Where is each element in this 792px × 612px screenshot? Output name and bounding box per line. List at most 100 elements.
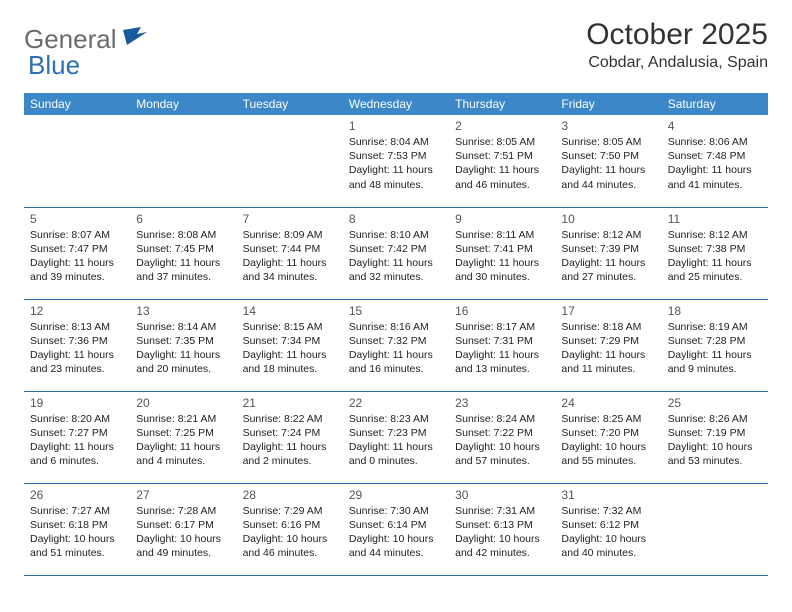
calendar-cell: 19 Sunrise: 8:20 AMSunset: 7:27 PMDayligh… [24,391,130,483]
calendar-cell: 2 Sunrise: 8:05 AMSunset: 7:51 PMDaylight… [449,115,555,207]
day-info: Sunrise: 7:30 AMSunset: 6:14 PMDaylight:… [349,504,443,561]
calendar-cell: 11Sunrise: 8:12 AMSunset: 7:38 PMDayligh… [662,207,768,299]
calendar-cell: 8Sunrise: 8:10 AMSunset: 7:42 PMDaylight… [343,207,449,299]
day-number: 25 [668,396,762,410]
day-number: 5 [30,212,124,226]
day-info: Sunrise: 8:19 AMSunset: 7:28 PMDaylight:… [668,320,762,377]
brand-name-b: Blue [28,50,80,80]
day-info: Sunrise: 8:14 AMSunset: 7:35 PMDaylight:… [136,320,230,377]
calendar-cell [24,115,130,207]
calendar-cell: 9Sunrise: 8:11 AMSunset: 7:41 PMDaylight… [449,207,555,299]
calendar-cell: 20 Sunrise: 8:21 AMSunset: 7:25 PMDayligh… [130,391,236,483]
day-info: Sunrise: 8:22 AMSunset: 7:24 PMDaylight:… [243,412,337,469]
day-number: 7 [243,212,337,226]
day-number: 2 [455,119,549,133]
day-header: Friday [555,93,661,115]
day-info: Sunrise: 7:31 AMSunset: 6:13 PMDaylight:… [455,504,549,561]
calendar-cell: 5Sunrise: 8:07 AMSunset: 7:47 PMDaylight… [24,207,130,299]
calendar-cell: 29 Sunrise: 7:30 AMSunset: 6:14 PMDayligh… [343,483,449,575]
day-info: Sunrise: 8:21 AMSunset: 7:25 PMDaylight:… [136,412,230,469]
day-header: Sunday [24,93,130,115]
day-number: 17 [561,304,655,318]
day-info: Sunrise: 7:29 AMSunset: 6:16 PMDaylight:… [243,504,337,561]
day-number: 4 [668,119,762,133]
calendar-week: 5Sunrise: 8:07 AMSunset: 7:47 PMDaylight… [24,207,768,299]
calendar-cell [237,115,343,207]
day-info: Sunrise: 8:26 AMSunset: 7:19 PMDaylight:… [668,412,762,469]
calendar-week: 26 Sunrise: 7:27 AMSunset: 6:18 PMDayligh… [24,483,768,575]
calendar-cell: 6 Sunrise: 8:08 AMSunset: 7:45 PMDaylight… [130,207,236,299]
calendar-cell: 15Sunrise: 8:16 AMSunset: 7:32 PMDayligh… [343,299,449,391]
day-number: 14 [243,304,337,318]
day-info: Sunrise: 8:18 AMSunset: 7:29 PMDaylight:… [561,320,655,377]
day-number: 10 [561,212,655,226]
calendar-cell: 3 Sunrise: 8:05 AMSunset: 7:50 PMDaylight… [555,115,661,207]
calendar-cell: 18 Sunrise: 8:19 AMSunset: 7:28 PMDayligh… [662,299,768,391]
calendar-cell: 13 Sunrise: 8:14 AMSunset: 7:35 PMDayligh… [130,299,236,391]
day-info: Sunrise: 8:06 AMSunset: 7:48 PMDaylight:… [668,135,762,192]
day-number: 27 [136,488,230,502]
day-number: 20 [136,396,230,410]
day-info: Sunrise: 8:05 AMSunset: 7:51 PMDaylight:… [455,135,549,192]
calendar-cell: 17 Sunrise: 8:18 AMSunset: 7:29 PMDayligh… [555,299,661,391]
day-number: 12 [30,304,124,318]
day-info: Sunrise: 8:04 AMSunset: 7:53 PMDaylight:… [349,135,443,192]
day-info: Sunrise: 8:20 AMSunset: 7:27 PMDaylight:… [30,412,124,469]
day-number: 31 [561,488,655,502]
calendar-cell: 30 Sunrise: 7:31 AMSunset: 6:13 PMDayligh… [449,483,555,575]
day-number: 13 [136,304,230,318]
day-info: Sunrise: 8:23 AMSunset: 7:23 PMDaylight:… [349,412,443,469]
day-info: Sunrise: 7:32 AMSunset: 6:12 PMDaylight:… [561,504,655,561]
day-number: 19 [30,396,124,410]
calendar-cell: 10 Sunrise: 8:12 AMSunset: 7:39 PMDayligh… [555,207,661,299]
day-info: Sunrise: 8:25 AMSunset: 7:20 PMDaylight:… [561,412,655,469]
calendar-cell: 7Sunrise: 8:09 AMSunset: 7:44 PMDaylight… [237,207,343,299]
calendar-cell: 28Sunrise: 7:29 AMSunset: 6:16 PMDayligh… [237,483,343,575]
calendar-cell [662,483,768,575]
day-number: 24 [561,396,655,410]
day-number: 30 [455,488,549,502]
day-header: Tuesday [237,93,343,115]
day-header: Wednesday [343,93,449,115]
calendar-cell: 25 Sunrise: 8:26 AMSunset: 7:19 PMDayligh… [662,391,768,483]
calendar-cell: 24 Sunrise: 8:25 AMSunset: 7:20 PMDayligh… [555,391,661,483]
calendar-cell: 27 Sunrise: 7:28 AMSunset: 6:17 PMDayligh… [130,483,236,575]
day-header: Saturday [662,93,768,115]
calendar-cell: 14Sunrise: 8:15 AMSunset: 7:34 PMDayligh… [237,299,343,391]
day-number: 18 [668,304,762,318]
day-info: Sunrise: 8:11 AMSunset: 7:41 PMDaylight:… [455,228,549,285]
calendar-cell: 21 Sunrise: 8:22 AMSunset: 7:24 PMDayligh… [237,391,343,483]
day-info: Sunrise: 8:24 AMSunset: 7:22 PMDaylight:… [455,412,549,469]
calendar-cell: 12 Sunrise: 8:13 AMSunset: 7:36 PMDayligh… [24,299,130,391]
day-number: 1 [349,119,443,133]
day-number: 22 [349,396,443,410]
calendar-cell: 22 Sunrise: 8:23 AMSunset: 7:23 PMDayligh… [343,391,449,483]
day-info: Sunrise: 8:12 AMSunset: 7:39 PMDaylight:… [561,228,655,285]
calendar-week: 19 Sunrise: 8:20 AMSunset: 7:27 PMDayligh… [24,391,768,483]
day-number: 11 [668,212,762,226]
title-block: October 2025 Cobdar, Andalusia, Spain [586,18,768,72]
day-info: Sunrise: 7:28 AMSunset: 6:17 PMDaylight:… [136,504,230,561]
flag-icon [123,27,149,52]
day-info: Sunrise: 8:05 AMSunset: 7:50 PMDaylight:… [561,135,655,192]
day-info: Sunrise: 8:13 AMSunset: 7:36 PMDaylight:… [30,320,124,377]
calendar-week: 12 Sunrise: 8:13 AMSunset: 7:36 PMDayligh… [24,299,768,391]
day-number: 16 [455,304,549,318]
calendar-cell [130,115,236,207]
calendar-week: 1 Sunrise: 8:04 AMSunset: 7:53 PMDaylight… [24,115,768,207]
day-header: Monday [130,93,236,115]
location-text: Cobdar, Andalusia, Spain [586,54,768,72]
calendar-cell: 31 Sunrise: 7:32 AMSunset: 6:12 PMDayligh… [555,483,661,575]
day-number: 29 [349,488,443,502]
day-info: Sunrise: 7:27 AMSunset: 6:18 PMDaylight:… [30,504,124,561]
day-number: 3 [561,119,655,133]
day-info: Sunrise: 8:16 AMSunset: 7:32 PMDaylight:… [349,320,443,377]
day-info: Sunrise: 8:08 AMSunset: 7:45 PMDaylight:… [136,228,230,285]
day-info: Sunrise: 8:10 AMSunset: 7:42 PMDaylight:… [349,228,443,285]
day-number: 26 [30,488,124,502]
day-info: Sunrise: 8:17 AMSunset: 7:31 PMDaylight:… [455,320,549,377]
calendar-cell: 23Sunrise: 8:24 AMSunset: 7:22 PMDayligh… [449,391,555,483]
day-number: 21 [243,396,337,410]
day-header: Thursday [449,93,555,115]
day-number: 6 [136,212,230,226]
